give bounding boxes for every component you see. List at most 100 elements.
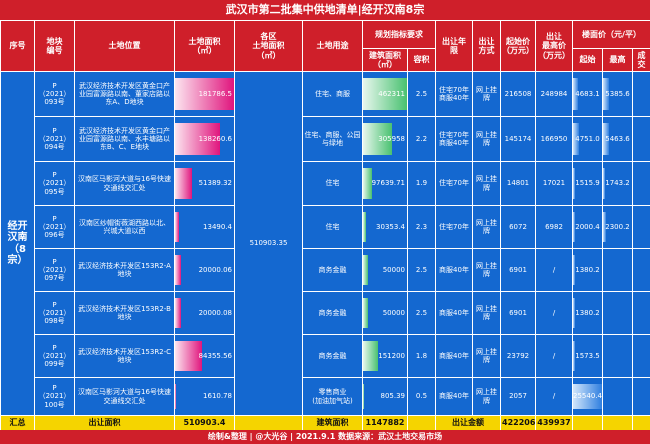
land-area-bar [175, 78, 234, 110]
land-area-bar [175, 212, 180, 242]
sale-method: 网上挂牌 [472, 71, 501, 117]
floor-price-start-cell: 1380.2 [572, 248, 603, 292]
footer-credits: 绘制&整理 | @大光谷 | 2021.9.1 数据来源：武汉土地交易市场 [0, 430, 650, 444]
land-area-value: 13490.4 [203, 223, 232, 231]
floor-area-ratio: 2.5 [407, 71, 436, 117]
building-area-value: 50000 [382, 266, 405, 274]
header-far: 容积 [407, 48, 436, 72]
start-price: 6072 [500, 205, 536, 249]
parcel-no: P （2021） 096号 [34, 205, 75, 249]
sale-method: 网上挂牌 [472, 377, 501, 416]
floor-price-max-cell [602, 334, 633, 378]
floor-price-start-cell: 1573.5 [572, 334, 603, 378]
floor-price-max-value: 1743.2 [605, 179, 630, 187]
table-row: P （2021） 100号 汉南区马影河大道与16号快速交通线交汇处 1610.78… [1, 377, 650, 416]
building-area-value: 97639.71 [371, 179, 405, 187]
max-price: 248984 [535, 71, 573, 117]
building-area-bar [363, 212, 366, 242]
header-district-total: 各区 土地面积 （㎡） [234, 20, 303, 72]
parcel-location: 汉南区马影河大道与16号快速交通线交汇处 [74, 161, 175, 206]
floor-price-deal [632, 205, 650, 249]
floor-price-start-cell: 25540.4 [572, 377, 603, 416]
floor-price-max-bar [603, 212, 606, 242]
header-planning: 规划指标要求 [362, 20, 436, 49]
building-area-cell: 151200 [362, 334, 408, 378]
table-row: P （2021） 097号 武汉经济技术开发区153R2-A地块 20000.06 商… [1, 248, 650, 292]
land-use: 住宅、商服、公园与绿地 [302, 116, 363, 162]
floor-price-deal [632, 71, 650, 117]
land-use: 住宅、商服 [302, 71, 363, 117]
land-area-cell: 20000.08 [174, 291, 235, 335]
floor-price-start-bar [573, 255, 575, 285]
building-area-cell: 50000 [362, 248, 408, 292]
land-area-value: 138260.6 [198, 135, 232, 143]
header-seq: 序号 [0, 20, 35, 72]
table-row: P （2021） 098号 武汉经济技术开发区153R2-B地块 20000.08 商… [1, 291, 650, 335]
floor-area-ratio: 1.8 [407, 334, 436, 378]
header-location: 土地位置 [74, 20, 175, 72]
building-area-bar [363, 255, 368, 285]
floor-price-start-cell: 2000.4 [572, 205, 603, 249]
floor-price-start-bar [573, 341, 575, 371]
land-area-bar [175, 384, 176, 409]
floor-price-start-cell: 1380.2 [572, 291, 603, 335]
lease-term: 住宅70年 商服40年 [435, 116, 473, 162]
lease-term: 商服40年 [435, 377, 473, 416]
max-price: / [535, 334, 573, 378]
header-table: 序号 地块 编号 土地位置 土地面积 （㎡） 各区 土地面积 （㎡） 土地用途 … [0, 20, 650, 72]
lease-term: 住宅70年 [435, 161, 473, 206]
sale-method: 网上挂牌 [472, 291, 501, 335]
land-area-bar [175, 123, 220, 155]
lease-term: 住宅70年 [435, 205, 473, 249]
header-term: 出让年 限 [435, 20, 473, 72]
land-area-value: 1610.78 [203, 392, 232, 400]
floor-price-start-bar [573, 212, 576, 242]
totals-row: 汇总 出让面积 510903.4 建筑面积 1147882 出让金额 42220… [0, 415, 650, 431]
table-row: P （2021） 099号 武汉经济技术开发区153R2-C地块 84355.56 商… [1, 334, 650, 378]
floor-area-ratio: 2.3 [407, 205, 436, 249]
parcel-location: 汉南区纱帽街薇湖西路以北、兴城大道以西 [74, 205, 175, 249]
parcel-no: P （2021） 093号 [34, 71, 75, 117]
totals-build-value: 1147882 [362, 415, 408, 431]
parcel-location: 武汉经济技术开发区153R2-B地块 [74, 291, 175, 335]
building-area-value: 305958 [378, 135, 405, 143]
totals-area-value: 510903.4 [174, 415, 235, 431]
max-price: 6982 [535, 205, 573, 249]
table-row: P （2021） 096号 汉南区纱帽街薇湖西路以北、兴城大道以西 13490.4 住… [1, 205, 650, 249]
floor-price-start-value: 1515.9 [575, 179, 600, 187]
parcel-no: P （2021） 095号 [34, 161, 75, 206]
land-area-bar [175, 298, 182, 328]
totals-area-label: 出让面积 [34, 415, 175, 431]
land-area-bar [175, 168, 192, 199]
floor-price-max-value: 2300.2 [605, 223, 630, 231]
sale-method: 网上挂牌 [472, 116, 501, 162]
lease-term: 住宅70年 商服40年 [435, 71, 473, 117]
building-area-bar [363, 168, 373, 199]
floor-price-start-value: 1573.5 [575, 352, 600, 360]
parcel-no: P （2021） 098号 [34, 291, 75, 335]
building-area-cell: 805.39 [362, 377, 408, 416]
parcel-no: P （2021） 097号 [34, 248, 75, 292]
land-area-cell: 1610.78 [174, 377, 235, 416]
max-price: 17021 [535, 161, 573, 206]
parcel-location: 武汉经济技术开发区黄金口产业园富源路以南、水丰塘路以东B、C、E地块 [74, 116, 175, 162]
floor-price-start-cell: 1515.9 [572, 161, 603, 206]
district-total-area: 510903.35 [234, 71, 303, 416]
floor-price-start-value: 4683.1 [575, 90, 600, 98]
floor-area-ratio: 2.2 [407, 116, 436, 162]
start-price: 6901 [500, 291, 536, 335]
header-use: 土地用途 [302, 20, 363, 72]
floor-price-deal [632, 377, 650, 416]
building-area-value: 30353.4 [376, 223, 405, 231]
parcel-location: 武汉经济技术开发区153R2-C地块 [74, 334, 175, 378]
parcel-table: 经开 汉南 （8宗） P （2021） 093号 武汉经济技术开发区黄金口产业园富源… [0, 71, 650, 416]
floor-area-ratio: 0.5 [407, 377, 436, 416]
header-method: 出让 方式 [472, 20, 501, 72]
land-area-cell: 13490.4 [174, 205, 235, 249]
building-area-cell: 30353.4 [362, 205, 408, 249]
floor-price-deal [632, 248, 650, 292]
building-area-value: 151200 [378, 352, 405, 360]
land-use: 商务金融 [302, 334, 363, 378]
floor-price-start-value: 4751.0 [575, 135, 600, 143]
